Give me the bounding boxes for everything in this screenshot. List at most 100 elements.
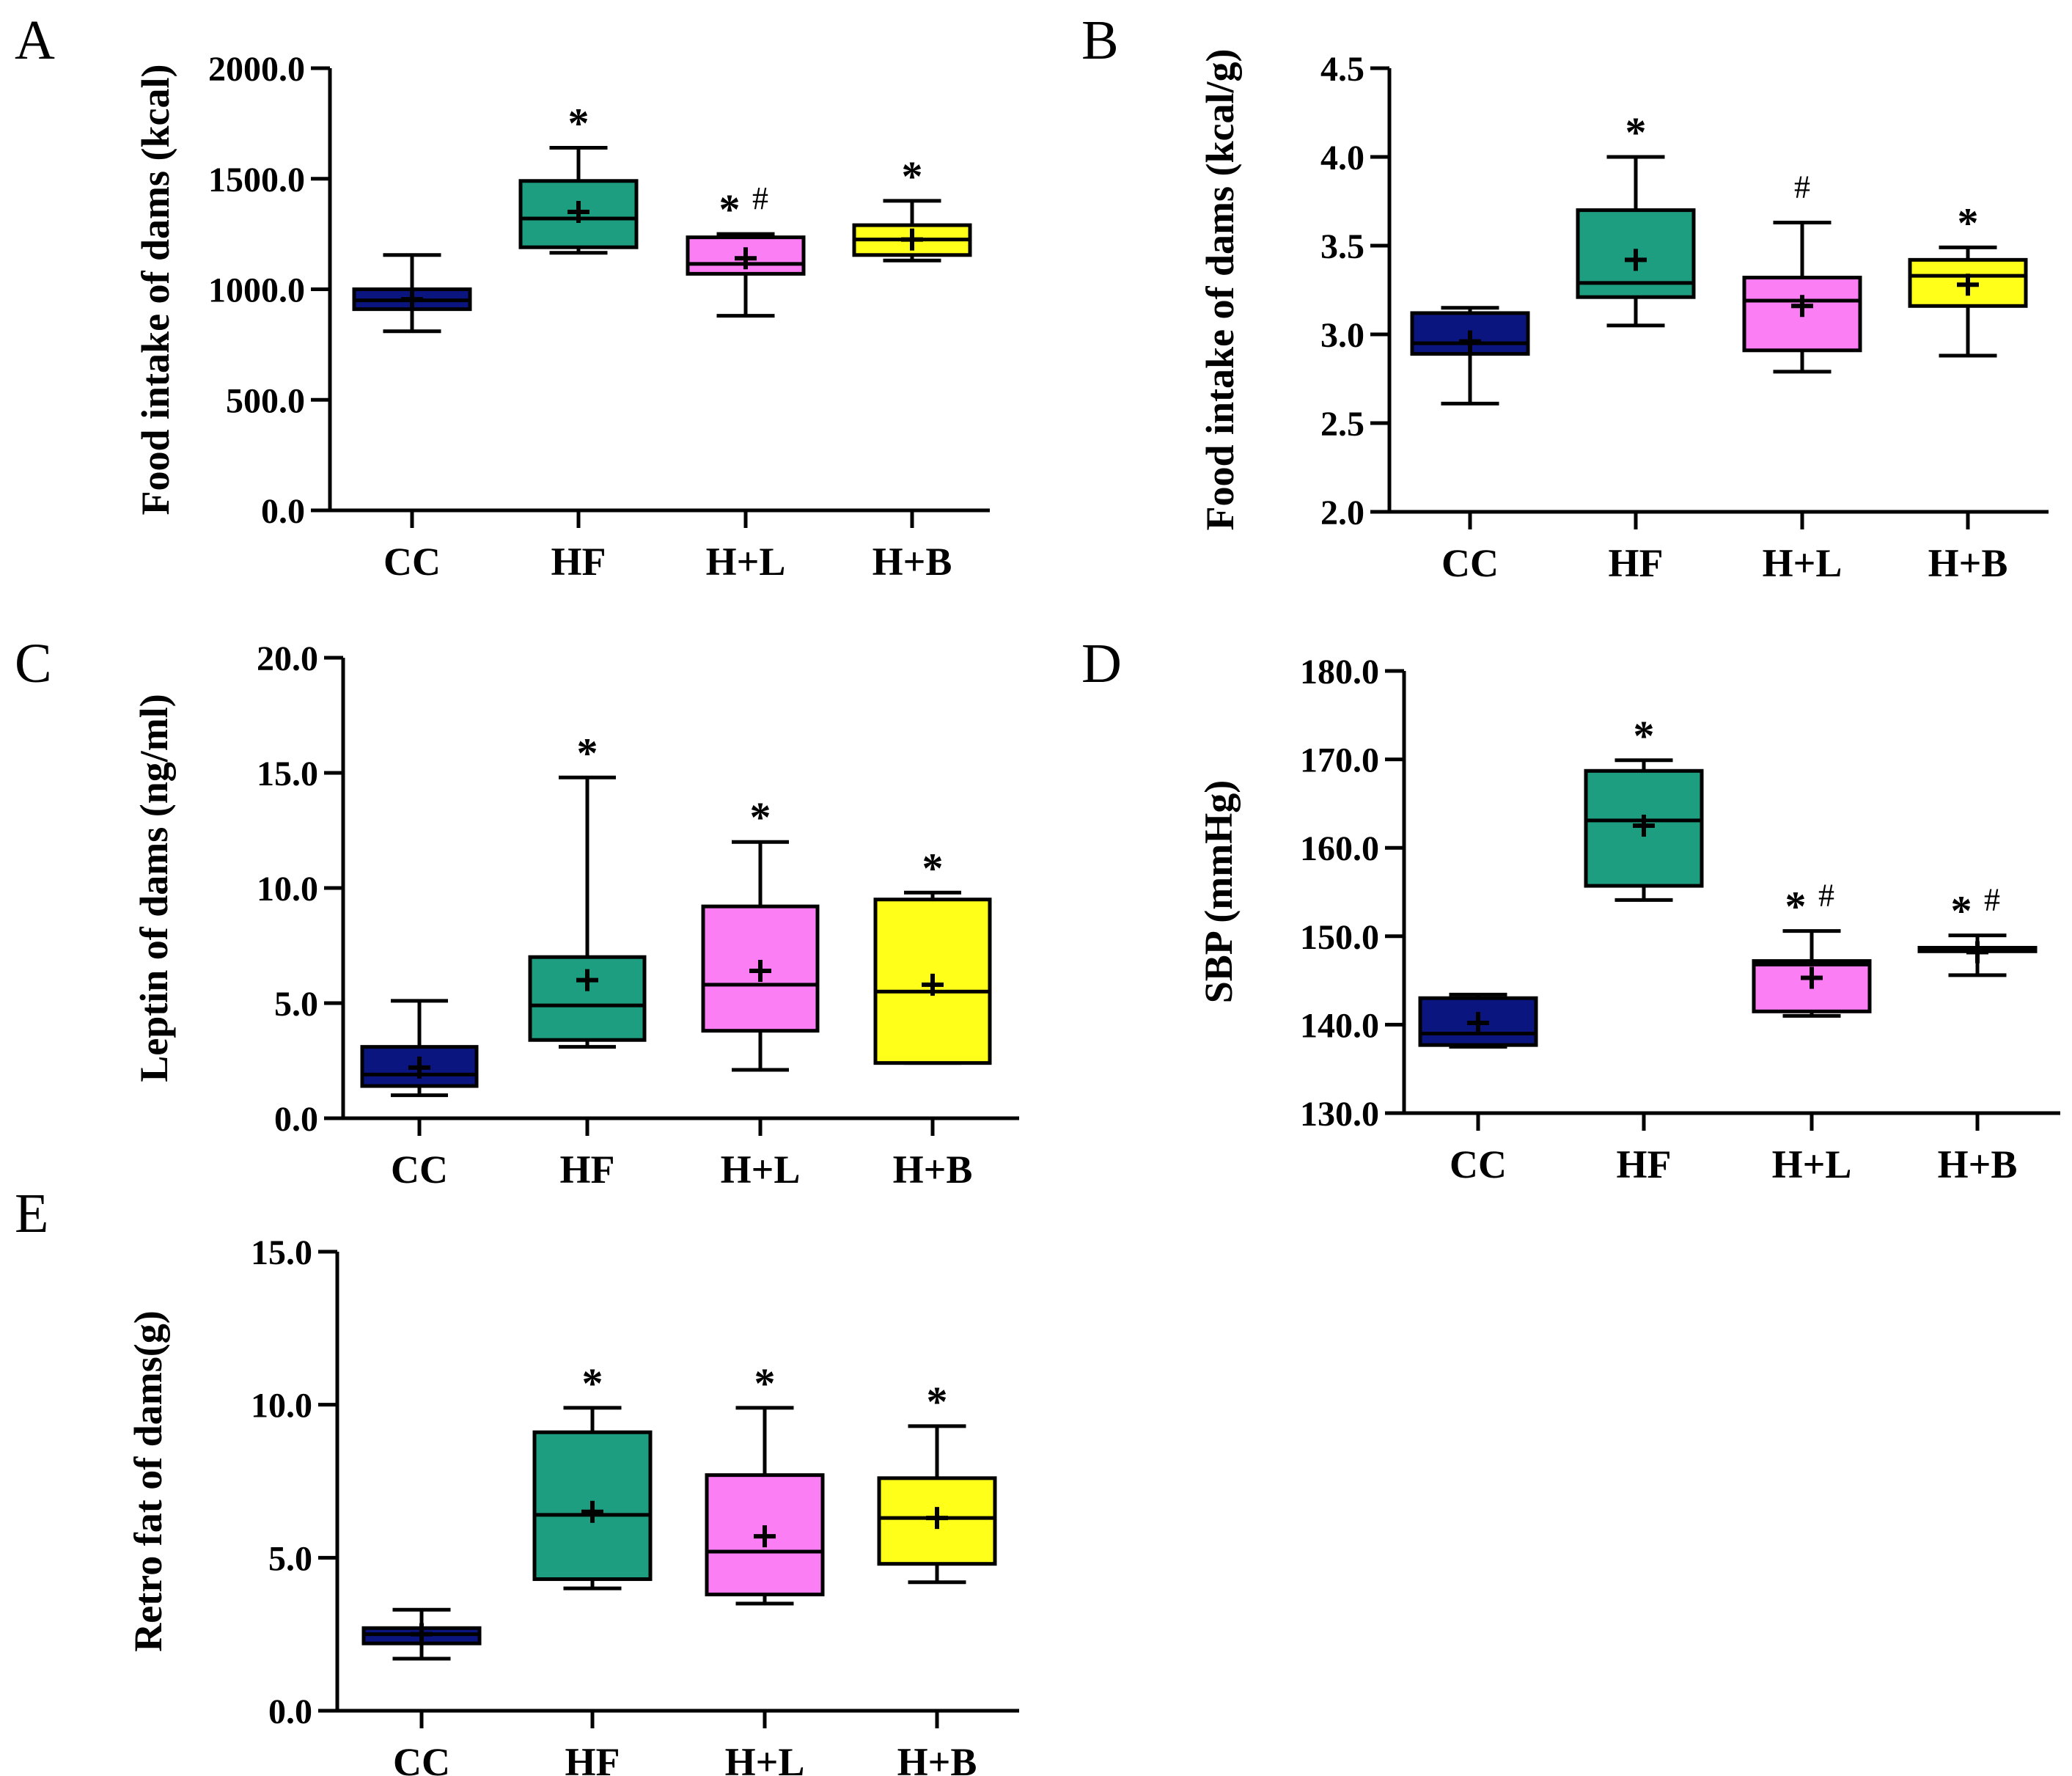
mean-marker: [576, 969, 598, 991]
mean-marker: [1467, 1011, 1489, 1034]
x-tick-label: CC: [1450, 1142, 1507, 1186]
mean-marker: [754, 1525, 776, 1548]
significance-star: *: [922, 844, 944, 892]
y-tick-label: 10.0: [257, 870, 318, 909]
y-tick-label: 2.0: [1320, 493, 1364, 532]
y-tick-label: 140.0: [1300, 1006, 1379, 1045]
panel-d: D SBP (mmHg) 130.0 140.0 150.0 160.0 170.0 180.…: [1081, 633, 2060, 1186]
mean-marker: [922, 973, 944, 996]
significance-star: *: [577, 729, 598, 777]
y-tick-label: 4.5: [1320, 50, 1364, 89]
mean-marker: [1625, 249, 1647, 271]
box-hplusb: [1908, 257, 2028, 308]
x-tick-label: CC: [1441, 541, 1499, 585]
x-tick-label: H+L: [721, 1148, 801, 1192]
mean-marker: [581, 1500, 603, 1523]
y-axis-title: Retro fat of dams(g): [126, 1310, 170, 1651]
mean-marker: [1966, 941, 1988, 964]
significance-star: *: [902, 153, 923, 200]
panel-c: C Leptin of dams (ng/ml) 0.0 5.0 10.0 15.0 20.…: [15, 633, 1019, 1192]
significance-star: *: [1951, 887, 1972, 935]
mean-marker: [926, 1507, 948, 1530]
y-tick-label: 2.5: [1320, 405, 1364, 444]
box-cc: [360, 1045, 479, 1088]
box-hplusl: [701, 904, 820, 1033]
y-axis-title: Leptin of dams (ng/ml): [132, 694, 176, 1082]
y-tick-label: 4.0: [1320, 139, 1364, 177]
mean-marker: [567, 200, 589, 223]
x-tick-label: H+L: [1763, 541, 1843, 585]
y-tick-label: 170.0: [1300, 741, 1379, 780]
x-tick-label: H+B: [872, 540, 952, 584]
panel-b: B Food intake of dams (kcal/g) 2.0 2.5 3.0 3.…: [1081, 10, 2049, 585]
mean-marker: [411, 1623, 433, 1645]
significance-star: *: [568, 100, 589, 147]
y-tick-label: 180.0: [1300, 653, 1379, 691]
significance-hash: #: [1984, 882, 2000, 918]
panel-label: E: [15, 1183, 48, 1244]
y-tick-label: 1500.0: [208, 161, 305, 199]
panel-label: C: [15, 633, 52, 694]
y-axis-title: SBP (mmHg): [1197, 780, 1241, 1004]
x-tick-label: H+L: [1772, 1142, 1852, 1186]
x-tick-label: H+B: [897, 1740, 977, 1776]
panel-label: A: [15, 10, 55, 71]
significance-star: *: [1625, 109, 1647, 156]
y-tick-label: 0.0: [274, 1100, 318, 1139]
mean-marker: [408, 1056, 430, 1079]
panel-e: E Retro fat of dams(g) 0.0 5.0 10.0 15.0 CC HF *…: [15, 1183, 1019, 1776]
x-tick-label: HF: [1609, 541, 1664, 585]
panel-label: B: [1081, 10, 1119, 71]
significance-hash: #: [1818, 878, 1834, 914]
x-tick-label: CC: [391, 1148, 448, 1192]
x-tick-label: HF: [551, 540, 606, 584]
significance-star: *: [1634, 712, 1655, 760]
y-tick-label: 2000.0: [208, 50, 305, 89]
mean-marker: [1459, 330, 1481, 353]
y-tick-label: 500.0: [226, 381, 305, 420]
y-tick-label: 5.0: [274, 985, 318, 1024]
x-tick-label: H+L: [725, 1740, 805, 1776]
panel-label: D: [1081, 633, 1122, 694]
y-tick-label: 15.0: [257, 755, 318, 793]
significance-star: *: [719, 186, 741, 233]
y-tick-label: 1000.0: [208, 271, 305, 310]
y-tick-label: 10.0: [251, 1387, 312, 1425]
x-tick-label: H+B: [893, 1148, 973, 1192]
significance-star: *: [1958, 199, 1979, 246]
y-tick-label: 160.0: [1300, 829, 1379, 868]
significance-star: *: [754, 1359, 776, 1407]
x-tick-label: HF: [565, 1740, 620, 1776]
significance-hash: #: [1794, 169, 1810, 205]
y-tick-label: 20.0: [257, 639, 318, 678]
significance-star: *: [1785, 883, 1807, 931]
significance-hash: #: [752, 180, 768, 216]
x-tick-label: CC: [393, 1740, 450, 1776]
mean-marker: [401, 288, 423, 311]
y-tick-label: 3.5: [1320, 227, 1364, 266]
mean-marker: [749, 960, 771, 983]
x-tick-label: H+B: [1928, 541, 2008, 585]
y-tick-label: 130.0: [1300, 1095, 1379, 1134]
y-tick-label: 150.0: [1300, 918, 1379, 957]
mean-marker: [1633, 815, 1655, 837]
significance-star: *: [750, 793, 771, 841]
y-axis-title: Food intake of dams (kcal): [133, 64, 177, 515]
y-tick-label: 0.0: [268, 1692, 312, 1731]
y-tick-label: 5.0: [268, 1539, 312, 1578]
x-tick-label: HF: [560, 1148, 615, 1192]
significance-star: *: [927, 1378, 948, 1425]
y-tick-label: 15.0: [251, 1233, 312, 1272]
significance-star: *: [582, 1359, 603, 1407]
x-tick-label: HF: [1617, 1142, 1672, 1186]
mean-marker: [1801, 966, 1823, 989]
x-tick-label: H+B: [1938, 1142, 2018, 1186]
y-tick-label: 0.0: [261, 492, 305, 531]
panel-a: A Food intake of dams (kcal) 0.0 500.0 1000.…: [15, 10, 990, 584]
mean-marker: [901, 228, 923, 251]
x-tick-label: CC: [383, 540, 441, 584]
mean-marker: [1957, 274, 1979, 296]
mean-marker: [735, 247, 757, 270]
box-hf: [532, 1430, 653, 1582]
